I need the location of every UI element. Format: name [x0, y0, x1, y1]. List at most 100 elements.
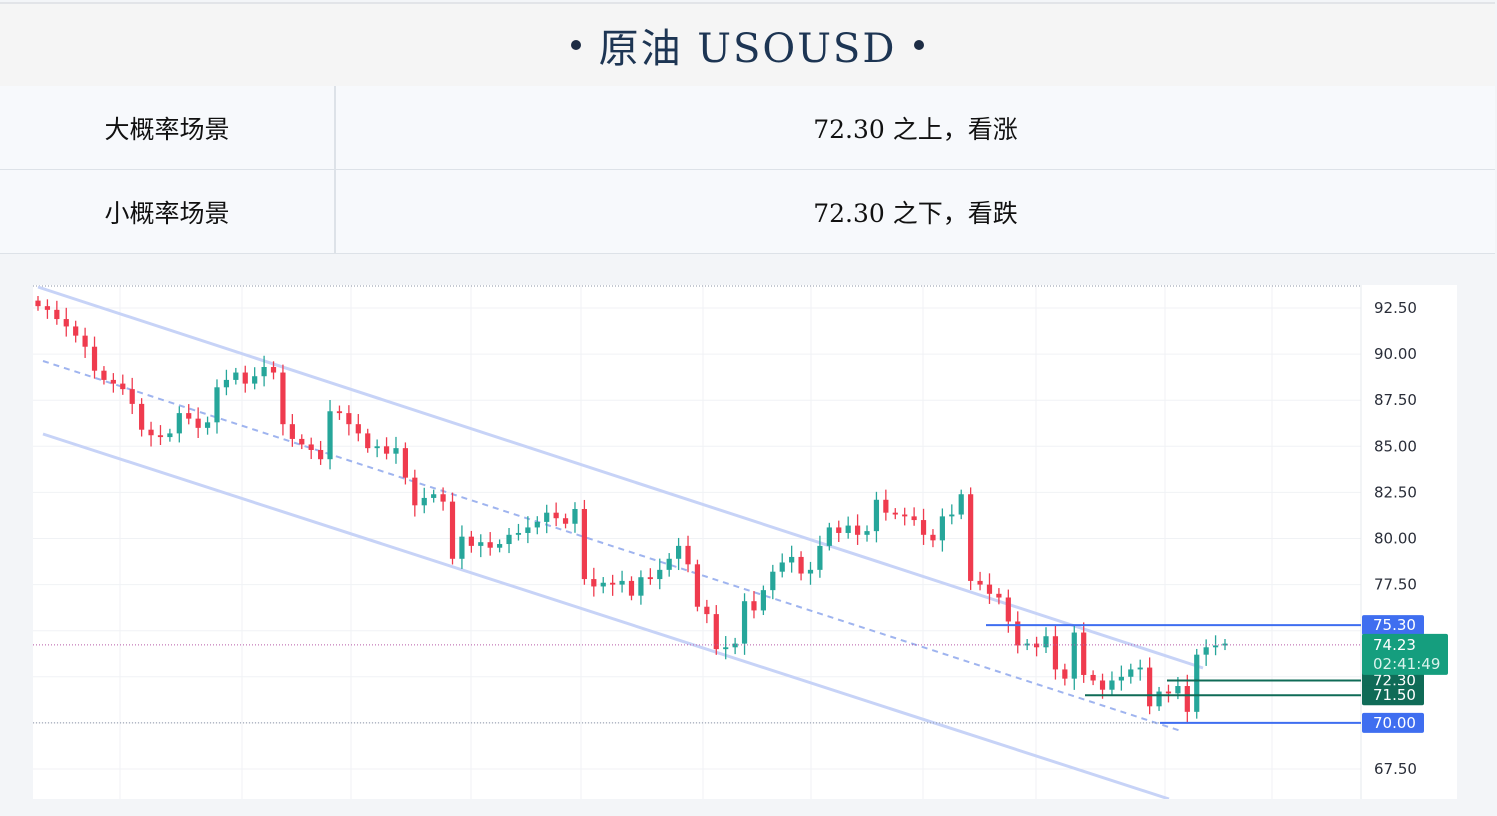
- candle-body: [374, 446, 380, 449]
- candle-body: [54, 309, 60, 320]
- candle: [186, 404, 192, 425]
- candle: [591, 567, 597, 597]
- candle: [223, 369, 230, 396]
- candle-body: [261, 367, 267, 377]
- candle: [996, 588, 1002, 605]
- candle: [694, 559, 701, 612]
- candle-body: [110, 379, 116, 384]
- candle-body: [35, 300, 41, 307]
- candle-body: [770, 571, 776, 591]
- candle: [572, 502, 578, 533]
- candle: [854, 514, 861, 545]
- candle: [214, 379, 220, 434]
- candle: [421, 487, 427, 514]
- candle-body: [459, 536, 465, 559]
- candle-body: [789, 556, 795, 563]
- candle-body: [1147, 667, 1153, 707]
- candle-body: [873, 499, 880, 532]
- candle-body: [449, 501, 456, 559]
- candle-body: [1137, 667, 1143, 670]
- candle: [167, 428, 173, 442]
- candle: [864, 525, 870, 542]
- level-label: 72.30: [1373, 671, 1416, 689]
- level-label-box: [1362, 712, 1424, 733]
- candle: [478, 534, 484, 558]
- candle-body: [44, 306, 51, 310]
- candle: [506, 527, 512, 554]
- candle-body: [591, 579, 597, 587]
- candle: [1071, 624, 1077, 690]
- candle: [402, 442, 409, 485]
- candle: [920, 508, 927, 545]
- candle-body: [732, 643, 738, 648]
- candle: [299, 434, 305, 450]
- candle-body: [506, 534, 512, 545]
- candle: [798, 551, 804, 581]
- price-chart[interactable]: 75.30 72.30 71.50 70.00 74.23 02:41:49 92.50 90…: [33, 285, 1457, 801]
- candle: [544, 504, 550, 534]
- candle: [204, 416, 211, 435]
- candle-body: [968, 494, 974, 581]
- level-label-box: [1362, 615, 1424, 636]
- candle: [1165, 684, 1172, 703]
- price-axis: 92.50 90.00 87.50 85.00 82.50 80.00 77.50 67.50: [1374, 299, 1417, 778]
- candle-body: [854, 525, 861, 535]
- candle: [148, 421, 154, 447]
- candle: [1005, 589, 1011, 633]
- candle: [779, 553, 785, 578]
- scenario-value: 72.30 之下，看跌: [813, 198, 1018, 228]
- candle: [129, 377, 135, 415]
- candle-body: [63, 319, 69, 327]
- candle: [233, 367, 239, 385]
- candle: [525, 516, 531, 544]
- candle-body: [148, 429, 154, 436]
- candle-body: [440, 494, 446, 502]
- candle: [647, 568, 653, 585]
- candle-body: [657, 569, 663, 580]
- candle: [318, 440, 324, 465]
- candle: [930, 529, 936, 548]
- candle-body: [346, 413, 352, 425]
- candle: [657, 558, 663, 590]
- candle: [1081, 622, 1087, 683]
- candle: [892, 508, 898, 520]
- candle-body: [1071, 632, 1077, 679]
- candle-body: [129, 389, 135, 404]
- y-tick-label: 87.50: [1374, 391, 1417, 409]
- candle-body: [308, 444, 314, 450]
- candle-body: [383, 446, 390, 454]
- candle-body: [289, 424, 295, 439]
- candle: [562, 513, 569, 529]
- candle-body: [487, 542, 493, 548]
- candle-body: [1062, 669, 1068, 679]
- candle: [732, 637, 738, 655]
- candle: [327, 400, 333, 470]
- candle: [393, 436, 399, 464]
- candle-body: [421, 497, 427, 506]
- candle-body: [1081, 632, 1087, 675]
- candle-body: [478, 542, 484, 546]
- candle-body: [336, 411, 343, 414]
- candle-body: [1156, 691, 1162, 707]
- candle: [958, 489, 964, 520]
- candle-body: [1043, 636, 1049, 648]
- y-tick-label: 82.50: [1374, 483, 1417, 501]
- candle: [157, 425, 164, 446]
- y-tick-label: 85.00: [1374, 437, 1417, 455]
- candle-body: [120, 383, 126, 390]
- title-dot-right-icon: [914, 40, 925, 50]
- candle-body: [930, 534, 936, 541]
- candle-body: [1165, 691, 1172, 694]
- candle: [195, 407, 201, 439]
- candle-body: [1015, 621, 1021, 646]
- candle-body: [845, 525, 851, 533]
- candle-body: [1099, 680, 1106, 690]
- candle-body: [1203, 647, 1209, 655]
- candle: [1109, 671, 1115, 696]
- candle-body: [647, 577, 653, 580]
- current-price-box: [1362, 633, 1448, 675]
- candle-body: [892, 512, 898, 515]
- candle-body: [412, 477, 418, 506]
- descending-channel: [37, 285, 1204, 801]
- candle-body: [280, 372, 286, 425]
